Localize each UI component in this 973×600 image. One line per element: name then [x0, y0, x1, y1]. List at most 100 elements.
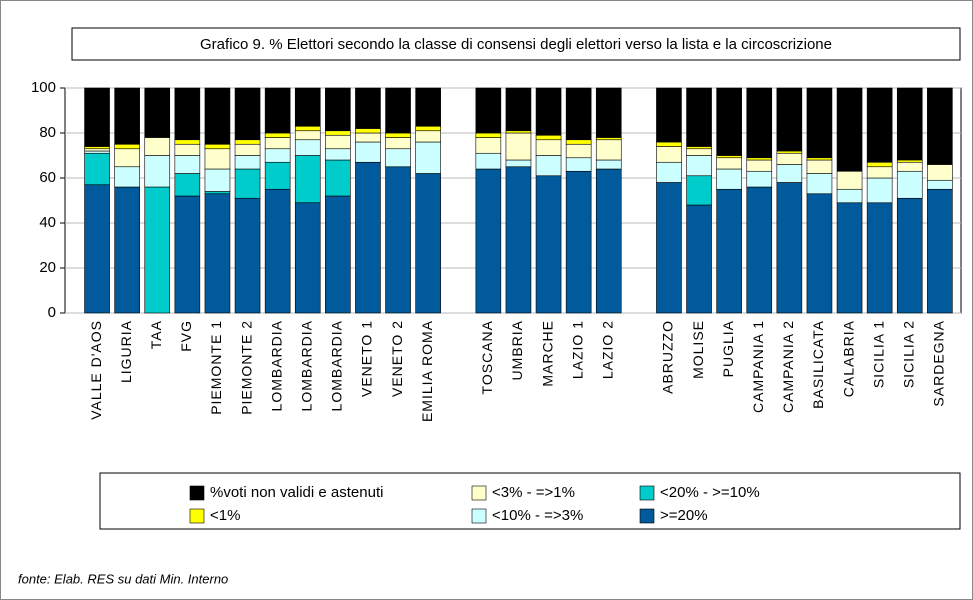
bar-segment: [656, 182, 682, 314]
legend-swatch: [189, 508, 205, 524]
bar-segment: [415, 87, 441, 127]
bar-segment: [264, 132, 291, 138]
bar-segment: [535, 139, 562, 156]
x-tick-label: BASILICATA: [810, 320, 826, 409]
bar-segment: [325, 134, 351, 150]
bar-segment: [866, 177, 893, 204]
x-tick-label: SICILIA 2: [900, 320, 916, 388]
bar-segment: [294, 202, 321, 314]
y-tick-label: 60: [39, 169, 56, 186]
x-tick-label: LOMBARDIA: [268, 320, 284, 411]
x-tick-label: UMBRIA: [509, 320, 525, 380]
bar-segment: [264, 87, 291, 134]
legend-swatch: [639, 508, 655, 524]
x-tick-label: PUGLIA: [720, 320, 736, 377]
x-tick-label: CAMPANIA 2: [780, 320, 796, 413]
bar-segment: [385, 87, 411, 134]
bar-segment: [836, 188, 863, 204]
bar-segment: [746, 157, 773, 161]
bar-segment: [144, 87, 171, 138]
bar-segment: [475, 137, 502, 154]
y-tick-label: 0: [48, 304, 56, 321]
bar-segment: [656, 87, 682, 143]
bar-segment: [234, 143, 261, 156]
bar-segment: [565, 87, 592, 141]
y-tick-label: 100: [31, 79, 56, 96]
bar-segment: [746, 87, 773, 159]
legend-swatch: [471, 485, 487, 501]
bar-segment: [505, 159, 532, 168]
bar-segment: [746, 186, 773, 314]
title-box: [71, 27, 961, 61]
x-tick-label: SICILIA 1: [870, 320, 886, 388]
bar-segment: [385, 132, 411, 138]
bar-segment: [264, 188, 291, 314]
bar-segment: [144, 155, 171, 188]
bar-segment: [565, 139, 592, 145]
bar-segment: [866, 87, 893, 163]
bar-segment: [294, 87, 321, 127]
bar-segment: [535, 175, 562, 314]
bar-segment: [415, 130, 441, 143]
x-tick-label: LOMBARDIA: [298, 320, 314, 411]
x-tick-label: TOSCANA: [479, 320, 495, 394]
y-tick-label: 40: [39, 214, 56, 231]
bar-segment: [325, 148, 351, 161]
bar-segment: [595, 159, 622, 170]
bar-segment: [84, 146, 110, 150]
bar-segment: [174, 173, 201, 197]
bar-segment: [294, 139, 321, 156]
bar-segment: [325, 159, 351, 197]
bar-segment: [686, 175, 712, 206]
bar-segment: [866, 161, 893, 168]
bar-segment: [896, 197, 923, 314]
bar-segment: [806, 87, 833, 159]
bar-segment: [716, 155, 742, 159]
legend-label: >=20%: [660, 507, 708, 524]
bar-segment: [325, 195, 351, 314]
bar-segment: [836, 87, 863, 172]
bar-segment: [656, 161, 682, 183]
bar-segment: [836, 202, 863, 314]
bar-segment: [565, 143, 592, 159]
bar-segment: [776, 152, 803, 165]
bar-segment: [746, 170, 773, 188]
bar-segment: [716, 168, 742, 190]
bar-segment: [355, 161, 381, 314]
bar-segment: [325, 87, 351, 132]
bar-segment: [686, 155, 712, 177]
bar-segment: [806, 157, 833, 161]
bar-segment: [84, 184, 110, 314]
bar-segment: [144, 137, 171, 156]
x-tick-label: CAMPANIA 1: [750, 320, 766, 413]
legend-label: %voti non validi e astenuti: [210, 484, 383, 501]
bar-segment: [656, 141, 682, 147]
bar-segment: [716, 188, 742, 314]
bar-segment: [174, 139, 201, 145]
bar-segment: [415, 141, 441, 174]
bar-segment: [84, 152, 110, 186]
bar-segment: [204, 191, 231, 195]
bar-segment: [686, 87, 712, 147]
bar-segment: [927, 188, 953, 314]
bar-segment: [686, 148, 712, 156]
bar-segment: [234, 155, 261, 170]
source-note: fonte: Elab. RES su dati Min. Interno: [18, 571, 228, 586]
bar-segment: [505, 130, 532, 134]
bar-segment: [204, 193, 231, 314]
x-tick-label: CALABRIA: [840, 320, 856, 397]
bar-segment: [144, 186, 171, 314]
bar-segment: [234, 197, 261, 314]
bar-segment: [505, 132, 532, 161]
bar-segment: [656, 146, 682, 163]
x-tick-label: VENETO 2: [389, 320, 405, 397]
bar-segment: [896, 170, 923, 199]
bar-segment: [716, 87, 742, 156]
x-tick-label: VENETO 1: [359, 320, 375, 397]
bar-segment: [355, 141, 381, 163]
x-tick-label: VALLE D'AOS: [88, 320, 104, 420]
bar-segment: [776, 182, 803, 314]
bar-segment: [174, 143, 201, 156]
bar-segment: [746, 159, 773, 172]
bar-segment: [174, 155, 201, 174]
